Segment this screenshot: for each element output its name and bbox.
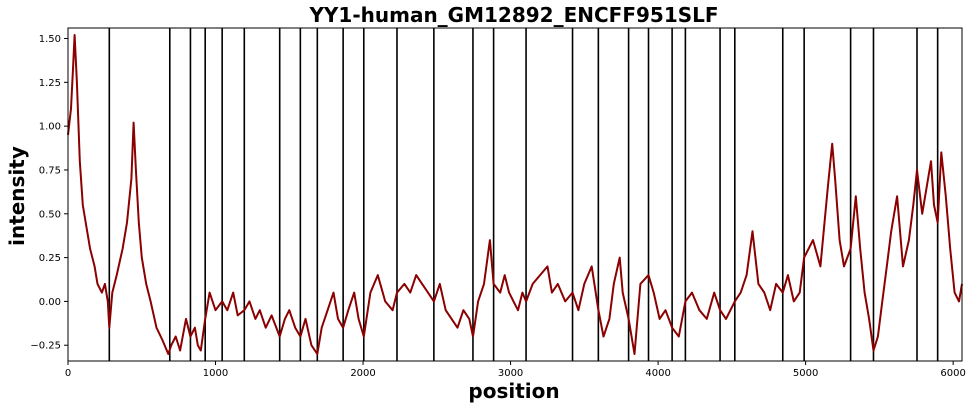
x-tick-label-5: 5000 (793, 368, 818, 379)
chart-title: YY1-human_GM12892_ENCFF951SLF (308, 3, 718, 27)
y-tick-label-0: −0.25 (30, 341, 61, 352)
x-axis-ticks: 0 1000 2000 3000 4000 5000 6000 (65, 361, 966, 379)
y-tick-label-2: 0.25 (39, 253, 61, 264)
plot-frame (67, 27, 963, 362)
x-tick-label-6: 6000 (940, 368, 965, 379)
y-tick-label-3: 0.50 (39, 209, 61, 220)
y-axis-ticks: −0.25 0.00 0.25 0.50 0.75 1.00 1.25 1.50 (30, 34, 68, 352)
vertical-marker-lines (108, 28, 939, 361)
y-tick-label-4: 0.75 (39, 165, 61, 176)
y-tick-label-5: 1.00 (39, 122, 61, 133)
y-tick-label-1: 0.00 (39, 297, 61, 308)
series-layer (67, 34, 963, 355)
y-tick-label-7: 1.50 (39, 34, 61, 45)
series-line-0 (67, 34, 963, 355)
y-axis-label: intensity (5, 146, 29, 246)
x-tick-label-0: 0 (65, 368, 71, 379)
x-tick-label-4: 4000 (645, 368, 670, 379)
y-tick-label-6: 1.25 (39, 78, 61, 89)
x-tick-label-3: 3000 (498, 368, 523, 379)
x-tick-label-2: 2000 (350, 368, 375, 379)
x-tick-label-1: 1000 (203, 368, 228, 379)
x-axis-label: position (468, 379, 559, 403)
